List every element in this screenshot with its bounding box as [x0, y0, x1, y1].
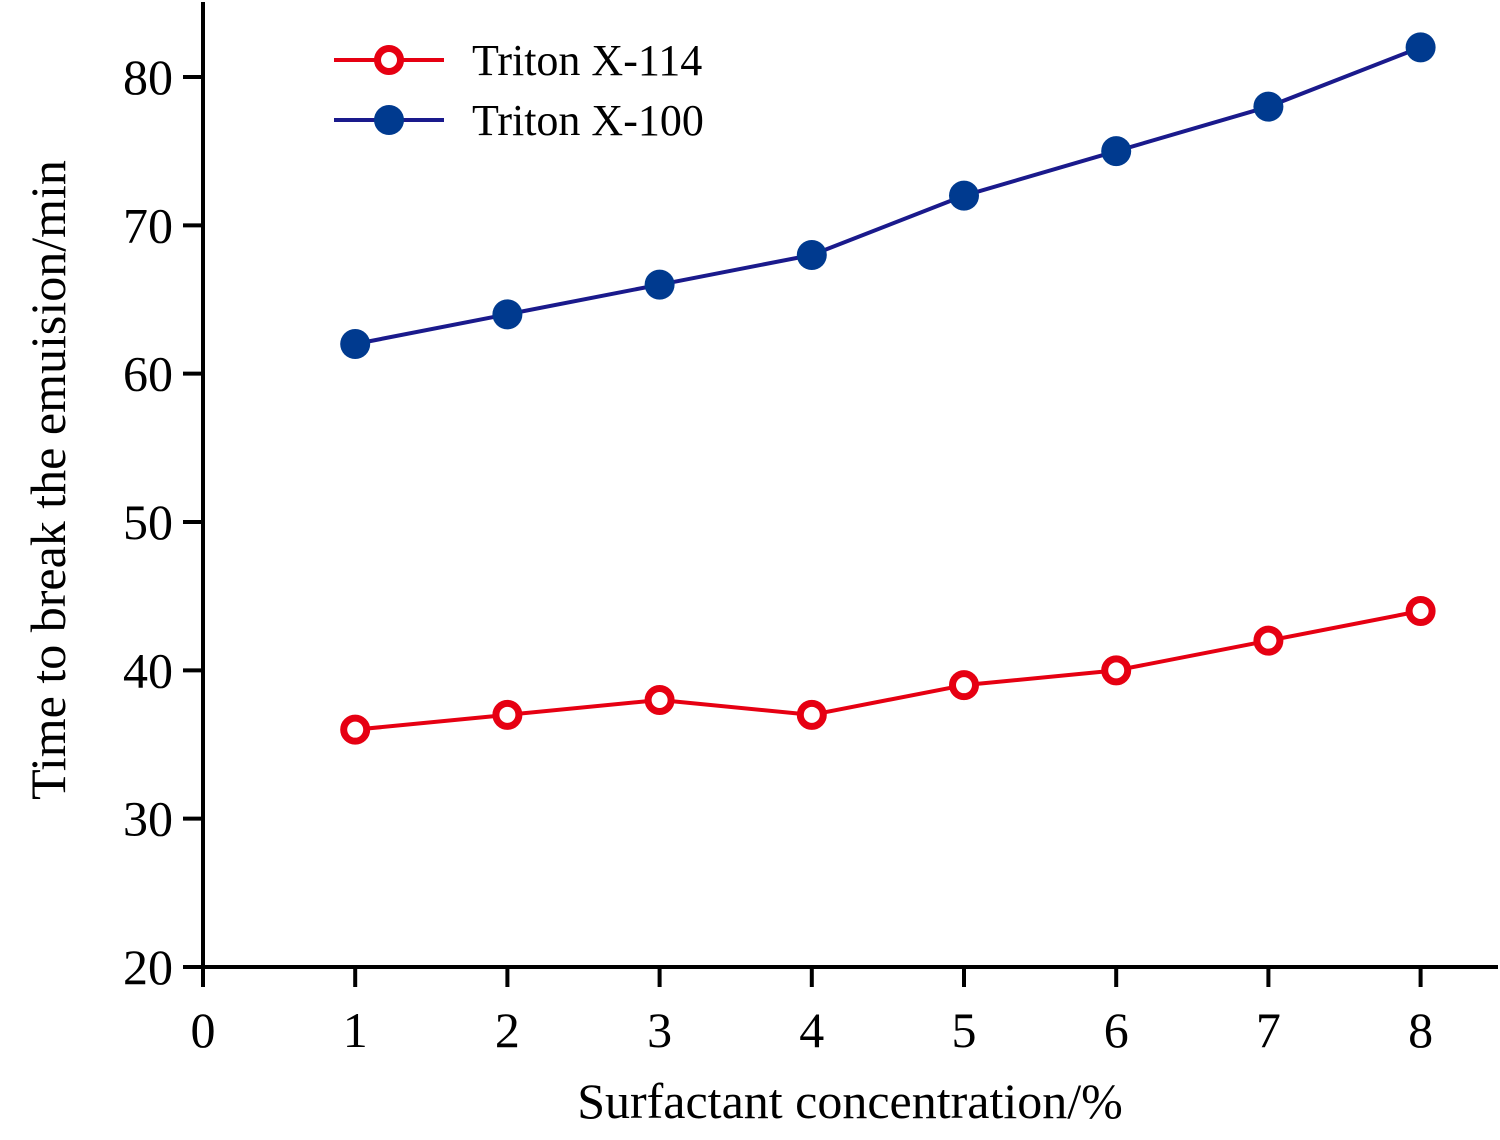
data-point	[796, 699, 827, 730]
data-point	[1253, 625, 1284, 656]
y-axis-title: Time to break the emuision/min	[20, 160, 76, 800]
series-line	[355, 609, 1421, 732]
data-point	[949, 670, 979, 701]
y-tick-label: 60	[123, 346, 173, 402]
data-point	[1101, 655, 1132, 686]
data-point	[644, 685, 675, 715]
axes: 0 1 2 3 4 5 6 7 8 20 30 40 50 60 70 80	[123, 2, 1498, 1058]
x-tick-label: 8	[1408, 1002, 1433, 1058]
data-point	[492, 699, 523, 730]
data-point	[340, 714, 371, 745]
x-tick-label: 6	[1104, 1002, 1129, 1058]
y-tick-label: 70	[123, 197, 173, 253]
data-point	[949, 180, 979, 211]
legend-label: Triton X-114	[472, 36, 702, 85]
legend-marker	[374, 105, 404, 135]
data-point	[1101, 136, 1132, 167]
data-point	[340, 329, 371, 359]
y-tick-label: 40	[123, 642, 173, 698]
y-tick-label: 30	[123, 791, 173, 847]
legend-item: Triton X-114	[334, 36, 702, 85]
legend: Triton X-114 Triton X-100	[334, 36, 704, 145]
data-point	[644, 269, 675, 300]
data-point	[796, 240, 827, 270]
y-tick-label: 80	[123, 49, 173, 105]
data-point	[1253, 91, 1284, 122]
legend-label: Triton X-100	[472, 96, 704, 145]
legend-marker	[374, 45, 404, 75]
x-tick-label: 5	[952, 1002, 977, 1058]
data-point	[1405, 596, 1436, 626]
x-tick-label: 3	[647, 1002, 672, 1058]
data-point	[492, 299, 523, 330]
data-point	[1405, 32, 1436, 63]
x-tick-label: 7	[1256, 1002, 1281, 1058]
series-triton-x-114	[340, 596, 1436, 745]
x-tick-label: 2	[495, 1002, 520, 1058]
legend-item: Triton X-100	[334, 96, 704, 145]
y-tick-label: 50	[123, 494, 173, 550]
series-group	[340, 32, 1436, 745]
x-tick-label: 1	[343, 1002, 368, 1058]
y-ticks: 20 30 40 50 60 70 80	[123, 49, 203, 995]
x-axis-title: Surfactant concentration/%	[577, 1073, 1123, 1129]
series-line	[354, 45, 1422, 346]
series-triton-x-100	[340, 32, 1436, 359]
x-tick-label: 0	[191, 1002, 216, 1058]
y-tick-label: 20	[123, 939, 173, 995]
x-tick-label: 4	[799, 1002, 824, 1058]
x-ticks: 0 1 2 3 4 5 6 7 8	[191, 967, 1433, 1058]
